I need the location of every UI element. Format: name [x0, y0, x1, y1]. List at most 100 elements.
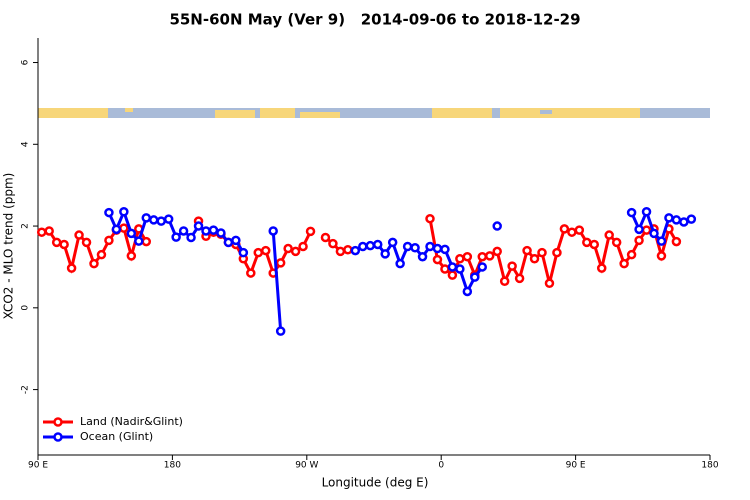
- y-tick-label: 2: [21, 223, 31, 229]
- data-point: [529, 254, 540, 264]
- data-point: [156, 216, 166, 226]
- data-point: [649, 228, 659, 239]
- data-point: [641, 225, 652, 235]
- x-tick-label: 0: [438, 461, 444, 471]
- data-point: [537, 247, 547, 258]
- data-point: [320, 232, 331, 243]
- data-point: [223, 237, 234, 248]
- data-point: [425, 241, 435, 252]
- data-point: [119, 223, 129, 233]
- data-point: [671, 215, 682, 225]
- data-point: [656, 236, 667, 246]
- data-point: [193, 221, 204, 231]
- data-point: [372, 239, 383, 250]
- data-point: [440, 264, 450, 274]
- map-strip: [38, 108, 710, 118]
- data-point: [477, 262, 488, 272]
- data-point: [395, 258, 405, 269]
- data-point: [686, 214, 697, 224]
- data-point: [216, 228, 226, 238]
- data-point: [119, 207, 129, 217]
- data-point: [290, 246, 301, 257]
- y-tick-label: 0: [21, 305, 31, 311]
- data-point: [134, 236, 144, 246]
- data-point: [626, 207, 637, 218]
- data-point: [186, 232, 196, 243]
- data-point: [283, 243, 293, 254]
- data-point: [484, 251, 495, 261]
- legend-label: Ocean (Glint): [80, 430, 153, 443]
- data-point: [455, 264, 465, 274]
- y-axis-label: XCO2 - MLO trend (ppm): [2, 173, 16, 320]
- data-point: [567, 227, 577, 237]
- data-point: [544, 278, 555, 289]
- data-point: [611, 237, 622, 248]
- data-point: [44, 226, 54, 236]
- data-point: [417, 251, 428, 262]
- data-point: [462, 251, 473, 262]
- data-point: [298, 241, 308, 252]
- data-point: [126, 228, 137, 239]
- data-point: [574, 225, 585, 235]
- data-point: [492, 221, 502, 231]
- data-point: [305, 226, 316, 237]
- data-point: [410, 242, 420, 253]
- data-point: [380, 249, 390, 259]
- legend-label: Land (Nadir&Glint): [80, 415, 183, 428]
- data-point: [141, 236, 152, 247]
- data-point: [656, 251, 667, 261]
- data-point: [141, 213, 152, 223]
- data-point: [582, 237, 592, 248]
- data-point: [246, 268, 256, 278]
- data-point: [268, 226, 278, 236]
- data-point: [455, 254, 465, 264]
- data-point: [679, 217, 689, 227]
- legend-marker: [53, 432, 63, 442]
- data-point: [104, 235, 114, 246]
- data-point: [66, 263, 77, 273]
- data-point: [477, 251, 488, 262]
- data-point: [343, 245, 353, 255]
- chart-title: 55N-60N May (Ver 9) 2014-09-06 to 2018-1…: [169, 11, 580, 29]
- data-point: [387, 237, 398, 248]
- data-point: [507, 261, 517, 271]
- data-point: [231, 235, 241, 246]
- data-point: [440, 244, 450, 255]
- data-point: [499, 276, 510, 286]
- data-point: [634, 224, 644, 235]
- data-point: [171, 232, 181, 242]
- data-point: [81, 237, 92, 248]
- data-point: [559, 224, 570, 234]
- data-point: [126, 251, 137, 261]
- data-point: [328, 238, 338, 249]
- data-point: [514, 273, 525, 284]
- data-point: [163, 214, 174, 224]
- data-point: [402, 241, 413, 252]
- x-tick-label: 90 E: [566, 461, 586, 471]
- data-point: [260, 245, 271, 256]
- x-tick-label: 180: [701, 461, 718, 471]
- data-point: [275, 258, 286, 268]
- data-point: [447, 270, 458, 280]
- y-tick-label: 4: [21, 141, 31, 147]
- data-point: [74, 230, 84, 240]
- data-point: [51, 237, 62, 248]
- data-point: [626, 249, 637, 260]
- x-axis-label: Longitude (deg E): [322, 476, 429, 490]
- data-point: [238, 247, 249, 258]
- data-point: [619, 258, 629, 269]
- data-point: [253, 247, 264, 258]
- data-point: [664, 213, 674, 223]
- data-point: [178, 226, 189, 236]
- data-point: [96, 249, 107, 260]
- data-point: [148, 215, 159, 225]
- y-tick-label: 6: [21, 59, 31, 65]
- data-point: [89, 258, 99, 269]
- data-point: [671, 236, 682, 247]
- data-point: [350, 245, 361, 256]
- data-point: [522, 245, 532, 256]
- data-point: [208, 225, 219, 235]
- data-point: [641, 207, 652, 217]
- y-tick-label: -2: [21, 385, 31, 394]
- data-point: [365, 240, 376, 251]
